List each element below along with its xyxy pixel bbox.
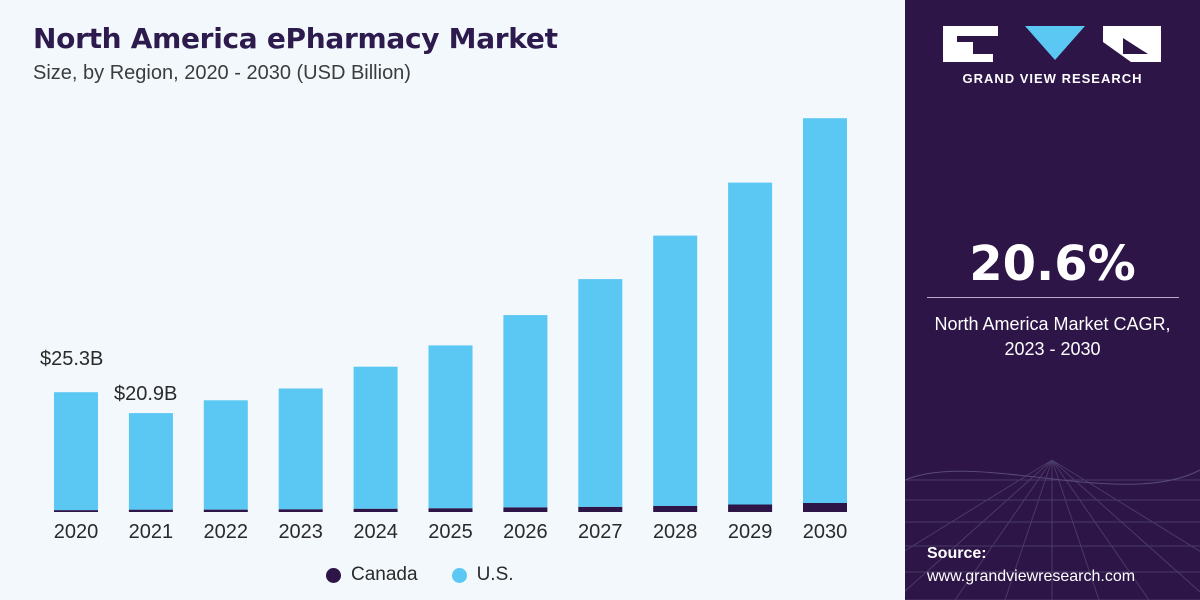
bar-canada-2024: [353, 508, 398, 512]
brand-name: GRAND VIEW RESEARCH: [962, 71, 1143, 86]
bar-canada-2030: [803, 503, 847, 512]
x-tick-label-2030: 2030: [803, 521, 848, 543]
chart-title: North America ePharmacy Market: [33, 22, 558, 55]
bar-canada-2022: [203, 509, 248, 512]
bar-us-2023: [278, 388, 323, 510]
x-tick-label-2027: 2027: [578, 521, 623, 543]
bar-chart: 2020 2021 2022 2023 2024 2025 2026 2027 2028 2029…: [40, 118, 848, 543]
bar-us-2024: [353, 366, 398, 509]
chart-area: North America ePharmacy Market Size, by …: [33, 22, 848, 588]
bar-canada-2026: [503, 507, 548, 512]
source-url: www.grandviewresearch.com: [927, 568, 1136, 585]
legend-label-us: U.S.: [476, 564, 514, 585]
x-tick-label-2025: 2025: [428, 521, 473, 543]
data-label-2020: $25.3B: [40, 348, 103, 370]
bar-us-2025: [428, 345, 473, 509]
x-tick-label-2028: 2028: [653, 521, 698, 543]
bar-canada-2027: [578, 506, 623, 512]
x-tick-label-2029: 2029: [728, 521, 773, 543]
x-tick-label-2021: 2021: [129, 521, 174, 543]
chart-subtitle: Size, by Region, 2020 - 2030 (USD Billio…: [33, 62, 411, 84]
bar-us-2021: [128, 413, 173, 510]
bar-us-2027: [578, 279, 623, 507]
grid-background-graphic: [905, 459, 1200, 600]
legend-swatch-us: [451, 567, 467, 583]
bar-us-2029: [728, 182, 773, 505]
x-tick-label-2026: 2026: [503, 521, 548, 543]
bar-us-2026: [503, 315, 548, 508]
bar-canada-2028: [653, 505, 698, 512]
bar-canada-2025: [428, 508, 473, 512]
bar-us-2028: [653, 235, 698, 506]
cagr-value: 20.6%: [969, 236, 1136, 292]
bar-us-2030: [803, 118, 847, 503]
source-label: Source:: [927, 545, 987, 562]
x-tick-label-2023: 2023: [278, 521, 323, 543]
bar-canada-2029: [728, 504, 773, 512]
sidebar-panel: GRAND VIEW RESEARCH 20.6% North America …: [905, 0, 1200, 600]
x-tick-label-2022: 2022: [204, 521, 249, 543]
grand-view-research-logo-icon: [943, 26, 1161, 62]
cagr-divider: [927, 297, 1179, 298]
x-tick-label-2020: 2020: [54, 521, 99, 543]
bar-us-2022: [203, 400, 248, 510]
cagr-label: North America Market CAGR, 2023 - 2030: [934, 314, 1171, 359]
data-label-2021: $20.9B: [114, 383, 177, 405]
legend-item-us: U.S.: [451, 564, 514, 586]
bar-canada-2023: [278, 509, 323, 512]
bar-us-2020: [54, 392, 98, 511]
legend: Canada U.S.: [326, 562, 548, 588]
legend-swatch-canada: [326, 567, 341, 583]
legend-item-canada: Canada: [326, 564, 418, 586]
x-tick-label-2024: 2024: [353, 521, 398, 543]
bar-canada-2020: [54, 510, 98, 512]
bar-canada-2021: [128, 509, 173, 512]
legend-label-canada: Canada: [351, 564, 418, 585]
